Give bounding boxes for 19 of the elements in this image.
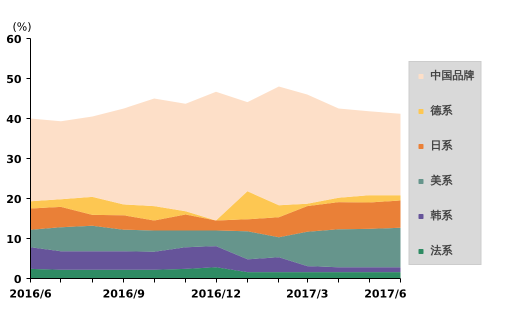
y-tick-label: 0 [14,273,22,286]
legend-label: 韩系 [430,208,452,223]
y-tick-label: 40 [6,113,22,126]
legend-label: 德系 [430,103,452,118]
x-tick-label: 2017/6 [364,288,407,300]
y-tick-label: 30 [6,153,22,166]
y-axis-title: (%) [12,20,32,34]
legend-label: 日系 [430,138,452,153]
y-tick-label: 60 [6,33,22,46]
legend-label: 中国品牌 [430,68,474,83]
y-tick-label: 50 [6,73,22,86]
x-tick-label: 2016/9 [102,288,145,300]
y-tick-label: 10 [6,233,22,246]
legend-label: 法系 [430,243,452,258]
x-tick-label: 2017/3 [286,288,328,300]
legend-label: 美系 [430,173,452,188]
y-tick-label: 20 [6,193,22,206]
x-tick-label: 2016/12 [191,288,241,300]
x-tick-label: 2016/6 [9,288,52,300]
